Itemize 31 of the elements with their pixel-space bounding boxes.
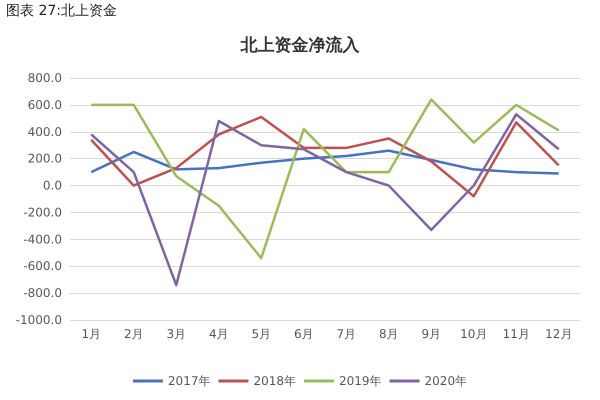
- y-tick-label: -400.0: [23, 232, 62, 246]
- x-tick-label: 8月: [378, 327, 399, 341]
- x-tick-label: 12月: [545, 327, 572, 341]
- x-tick-label: 1月: [81, 327, 102, 341]
- x-tick-label: 6月: [294, 327, 314, 341]
- legend-label: 2019年: [339, 374, 382, 388]
- line-series: [90, 98, 560, 260]
- x-tick-label: 4月: [208, 327, 229, 341]
- x-tick-label: 10月: [460, 327, 488, 341]
- line-series: [90, 116, 560, 198]
- x-tick-label: 7月: [336, 327, 356, 341]
- text: 图表 27:北上资金: [6, 3, 117, 19]
- x-tick-label: 9月: [421, 327, 442, 341]
- x-tick-label: 5月: [251, 327, 272, 341]
- x-tick-label: 11月: [502, 327, 530, 341]
- legend-label: 2020年: [424, 374, 468, 388]
- legend-label: 2017年: [168, 374, 210, 388]
- y-tick-label: 200.0: [28, 152, 62, 166]
- y-tick-label: -600.0: [23, 259, 62, 274]
- y-tick-label: -200.0: [23, 205, 62, 220]
- y-tick-label: 800.0: [28, 71, 62, 85]
- y-tick-label: 600.0: [28, 98, 62, 112]
- y-tick-label: -800.0: [23, 286, 62, 300]
- y-tick-label: -1000.0: [16, 313, 62, 327]
- x-tick-label: 2月: [124, 327, 144, 341]
- y-tick-label: 0.0: [42, 178, 62, 193]
- chart-title: 北上资金净流入: [240, 36, 360, 56]
- line-series: [90, 113, 560, 286]
- legend-label: 2018年: [253, 374, 296, 388]
- y-tick-label: 400.0: [28, 124, 62, 139]
- x-tick-label: 3月: [166, 327, 186, 341]
